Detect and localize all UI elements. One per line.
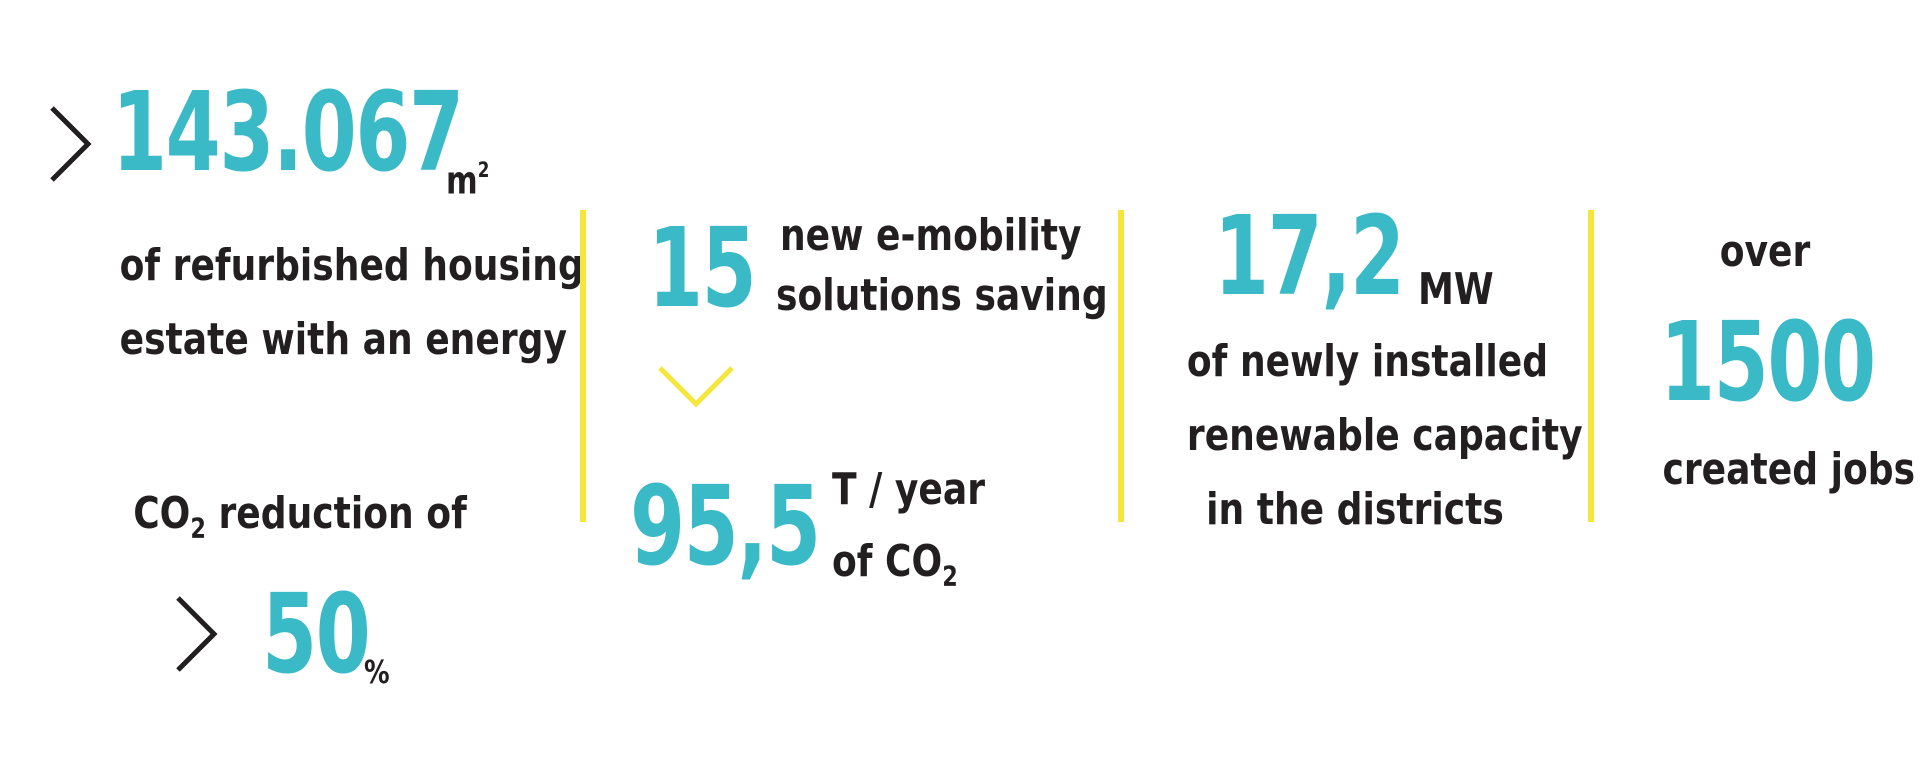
area-unit-sup: 2 xyxy=(477,158,490,182)
area-value: 143.067 xyxy=(112,68,464,196)
co2-subscript: 2 xyxy=(190,513,206,545)
mobility-description-line2: solutions saving xyxy=(776,270,1108,321)
reduction-value: 50 xyxy=(262,570,371,698)
of-co2-subscript: 2 xyxy=(942,561,958,593)
saving-unit: T / year xyxy=(832,464,986,515)
mobility-value: 15 xyxy=(648,204,757,332)
divider-2 xyxy=(1118,210,1124,522)
saving-of-co2: of CO2 xyxy=(832,536,958,604)
chevron-right-icon xyxy=(176,596,218,672)
co2-prefix: CO xyxy=(133,488,191,539)
co2-reduction-label: CO2 reduction of xyxy=(120,488,481,556)
chevron-down-icon xyxy=(658,366,734,408)
renewable-value: 17,2 xyxy=(1214,192,1405,320)
divider-3 xyxy=(1588,210,1594,522)
area-description-line2: estate with an energy xyxy=(119,314,567,365)
renewable-description-line1: of newly installed xyxy=(1186,336,1549,387)
renewable-unit: MW xyxy=(1418,264,1494,315)
renewable-description-line2: renewable capacity xyxy=(1186,410,1583,461)
renewable-description-line3: in the districts xyxy=(1206,484,1504,535)
mobility-description-line1: new e-mobility xyxy=(780,210,1082,261)
area-description-line1: of refurbished housing xyxy=(119,240,584,291)
of-co2-prefix: of CO xyxy=(832,536,943,587)
reduction-unit: % xyxy=(364,653,390,691)
jobs-over-label: over xyxy=(1719,226,1811,277)
area-unit: m2 xyxy=(446,148,489,203)
area-unit-base: m xyxy=(446,158,478,203)
chevron-right-icon xyxy=(50,106,92,182)
co2-suffix: reduction of xyxy=(205,488,467,539)
jobs-label: created jobs xyxy=(1662,444,1916,495)
jobs-value: 1500 xyxy=(1660,298,1876,426)
saving-value: 95,5 xyxy=(630,462,821,590)
divider-1 xyxy=(580,210,586,522)
